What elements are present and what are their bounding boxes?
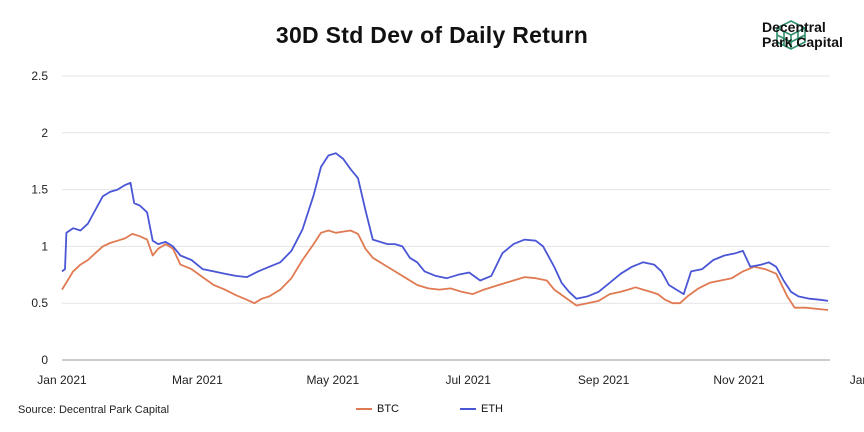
legend-label-eth: ETH [481, 403, 503, 415]
y-tick-label: 0 [41, 353, 48, 367]
y-tick-label: 2 [41, 126, 48, 140]
brand-name: Decentral Park Capital [762, 20, 843, 50]
y-axis-ticks: 0 0.5 1 1.5 2 2.5 [31, 69, 48, 367]
series-line-eth [61, 152, 829, 302]
brand-name-line2: Park Capital [762, 34, 843, 50]
x-tick-label: Sep 2021 [578, 373, 630, 387]
grid-lines [62, 75, 830, 361]
legend-swatch-eth [460, 408, 476, 410]
brand-logo-icon [776, 20, 806, 50]
y-tick-label: 1 [41, 239, 48, 253]
x-tick-label: Jan 2021 [37, 373, 87, 387]
legend-item-eth: ETH [460, 403, 503, 415]
x-tick-label: May 2021 [306, 373, 359, 387]
x-tick-label: Jul 2021 [446, 373, 492, 387]
x-axis-ticks: Jan 2021 Mar 2021 May 2021 Jul 2021 Sep 2021… [37, 373, 864, 387]
y-tick-label: 0.5 [31, 296, 48, 310]
x-tick-label: Nov 2021 [713, 373, 765, 387]
legend-item-btc: BTC [356, 403, 399, 415]
legend-swatch-btc [356, 408, 372, 410]
source-note: Source: Decentral Park Capital [18, 404, 170, 416]
y-tick-label: 2.5 [31, 69, 48, 83]
x-tick-label: Jan 2022 [850, 373, 864, 387]
brand-name-line1: Decentral [762, 19, 826, 35]
series-line-btc [61, 229, 829, 311]
y-tick-label: 1.5 [31, 183, 48, 197]
chart-title: 30D Std Dev of Daily Return [275, 22, 589, 48]
series-lines [61, 152, 829, 311]
legend-label-btc: BTC [377, 403, 399, 415]
x-tick-label: Mar 2021 [172, 373, 223, 387]
